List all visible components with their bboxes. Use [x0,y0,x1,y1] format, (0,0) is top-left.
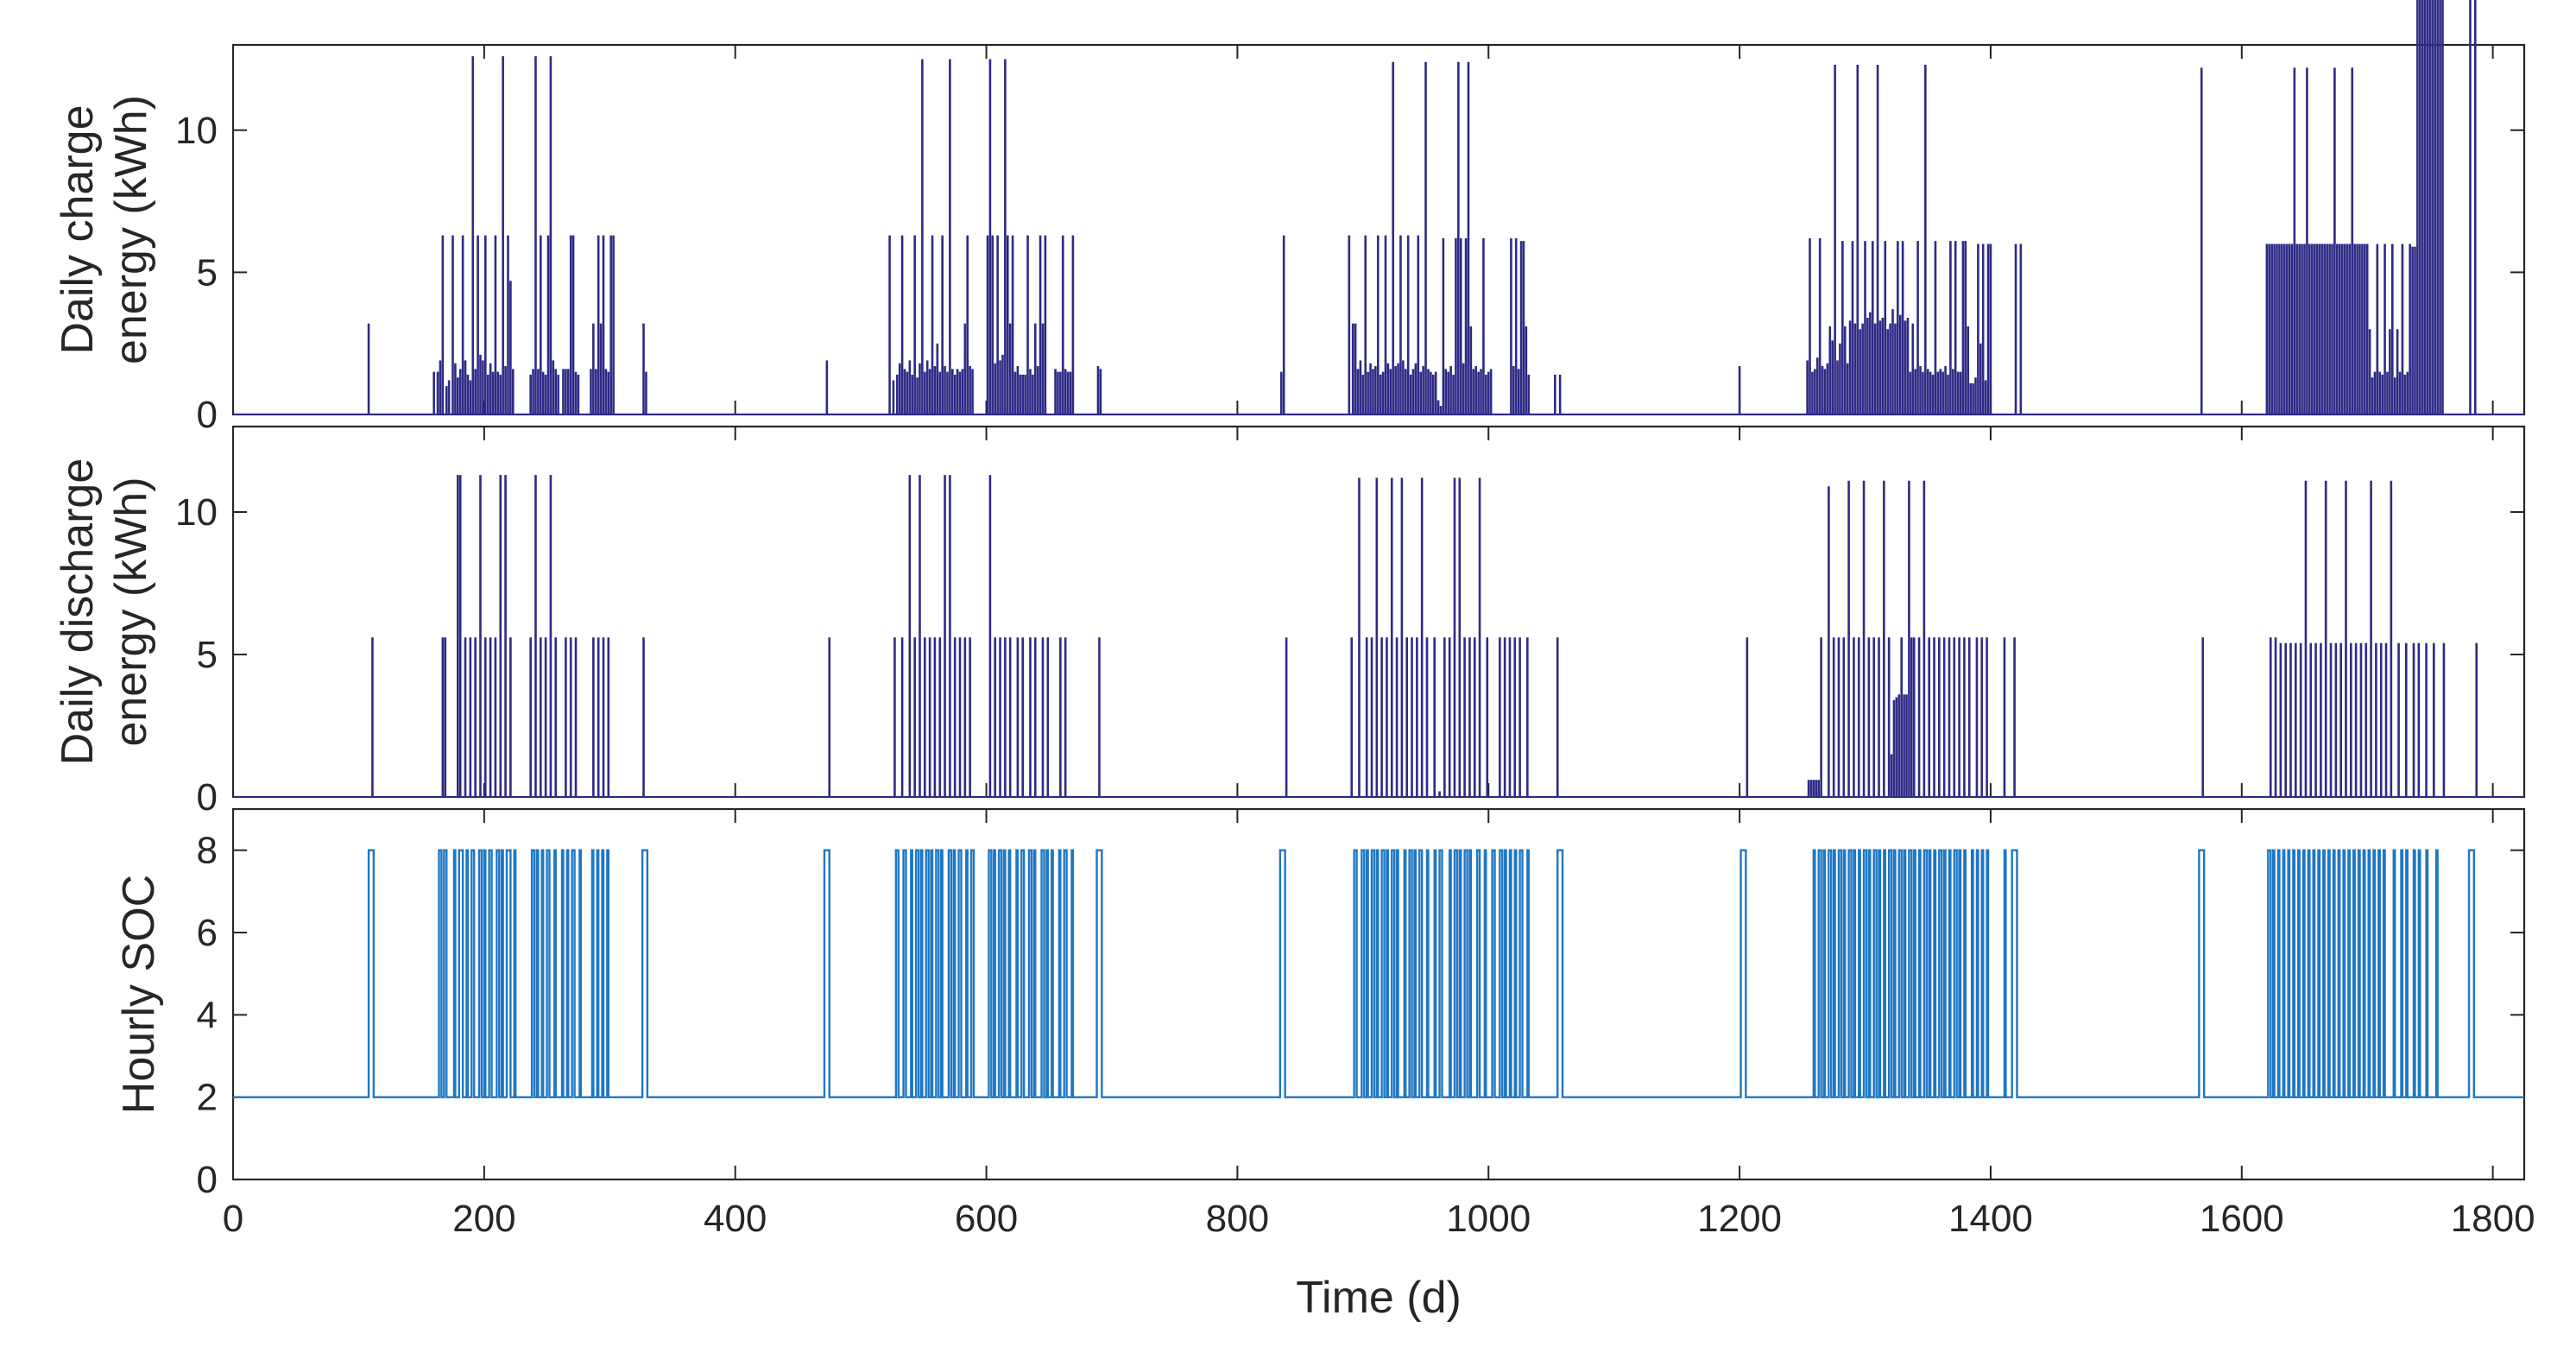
y-axis-label: energy (kWh) [106,477,156,746]
y-tick-label: 10 [175,110,218,152]
x-tick-label: 1400 [1948,1198,2033,1240]
y-tick-label: 5 [197,251,218,294]
panel-hourly-soc: 0 2 4 6 8 0 200 400 600 800 1000 1200 1400 1600 1800 Ho… [114,807,2535,1240]
y-axis-label: Daily charge [53,104,103,354]
soc-series-line [233,849,2524,1098]
x-axis-label: Time (d) [1296,1273,1462,1323]
y-tick-label: 10 [175,491,218,534]
plot-area [231,425,2526,799]
panel-daily-charge: 0 5 10 Daily charge energy (kWh) [53,0,2526,436]
x-tick-label: 0 [223,1198,243,1240]
x-tick-label: 1000 [1446,1198,1531,1240]
x-tick-label: 600 [955,1198,1018,1240]
x-tick-label: 1800 [2451,1198,2535,1240]
y-tick-label: 0 [197,776,218,819]
panel-daily-discharge: 0 5 10 Daily discharge energy (kWh) [53,425,2526,819]
y-axis-label: Daily discharge [53,458,103,766]
y-tick-label: 0 [197,1159,218,1201]
y-axis-label: energy (kWh) [106,95,156,364]
y-tick-label: 4 [197,994,218,1036]
x-tick-label: 1200 [1697,1198,1782,1240]
x-tick-label: 400 [704,1198,767,1240]
x-tick-label: 800 [1206,1198,1269,1240]
y-tick-label: 8 [197,830,218,872]
y-tick-label: 2 [197,1077,218,1119]
y-axis-label: Hourly SOC [114,875,164,1114]
x-tick-label: 200 [452,1198,515,1240]
y-tick-label: 5 [197,634,218,676]
y-tick-label: 6 [197,912,218,954]
x-tick-label: 1600 [2200,1198,2284,1240]
y-tick-label: 0 [197,394,218,436]
